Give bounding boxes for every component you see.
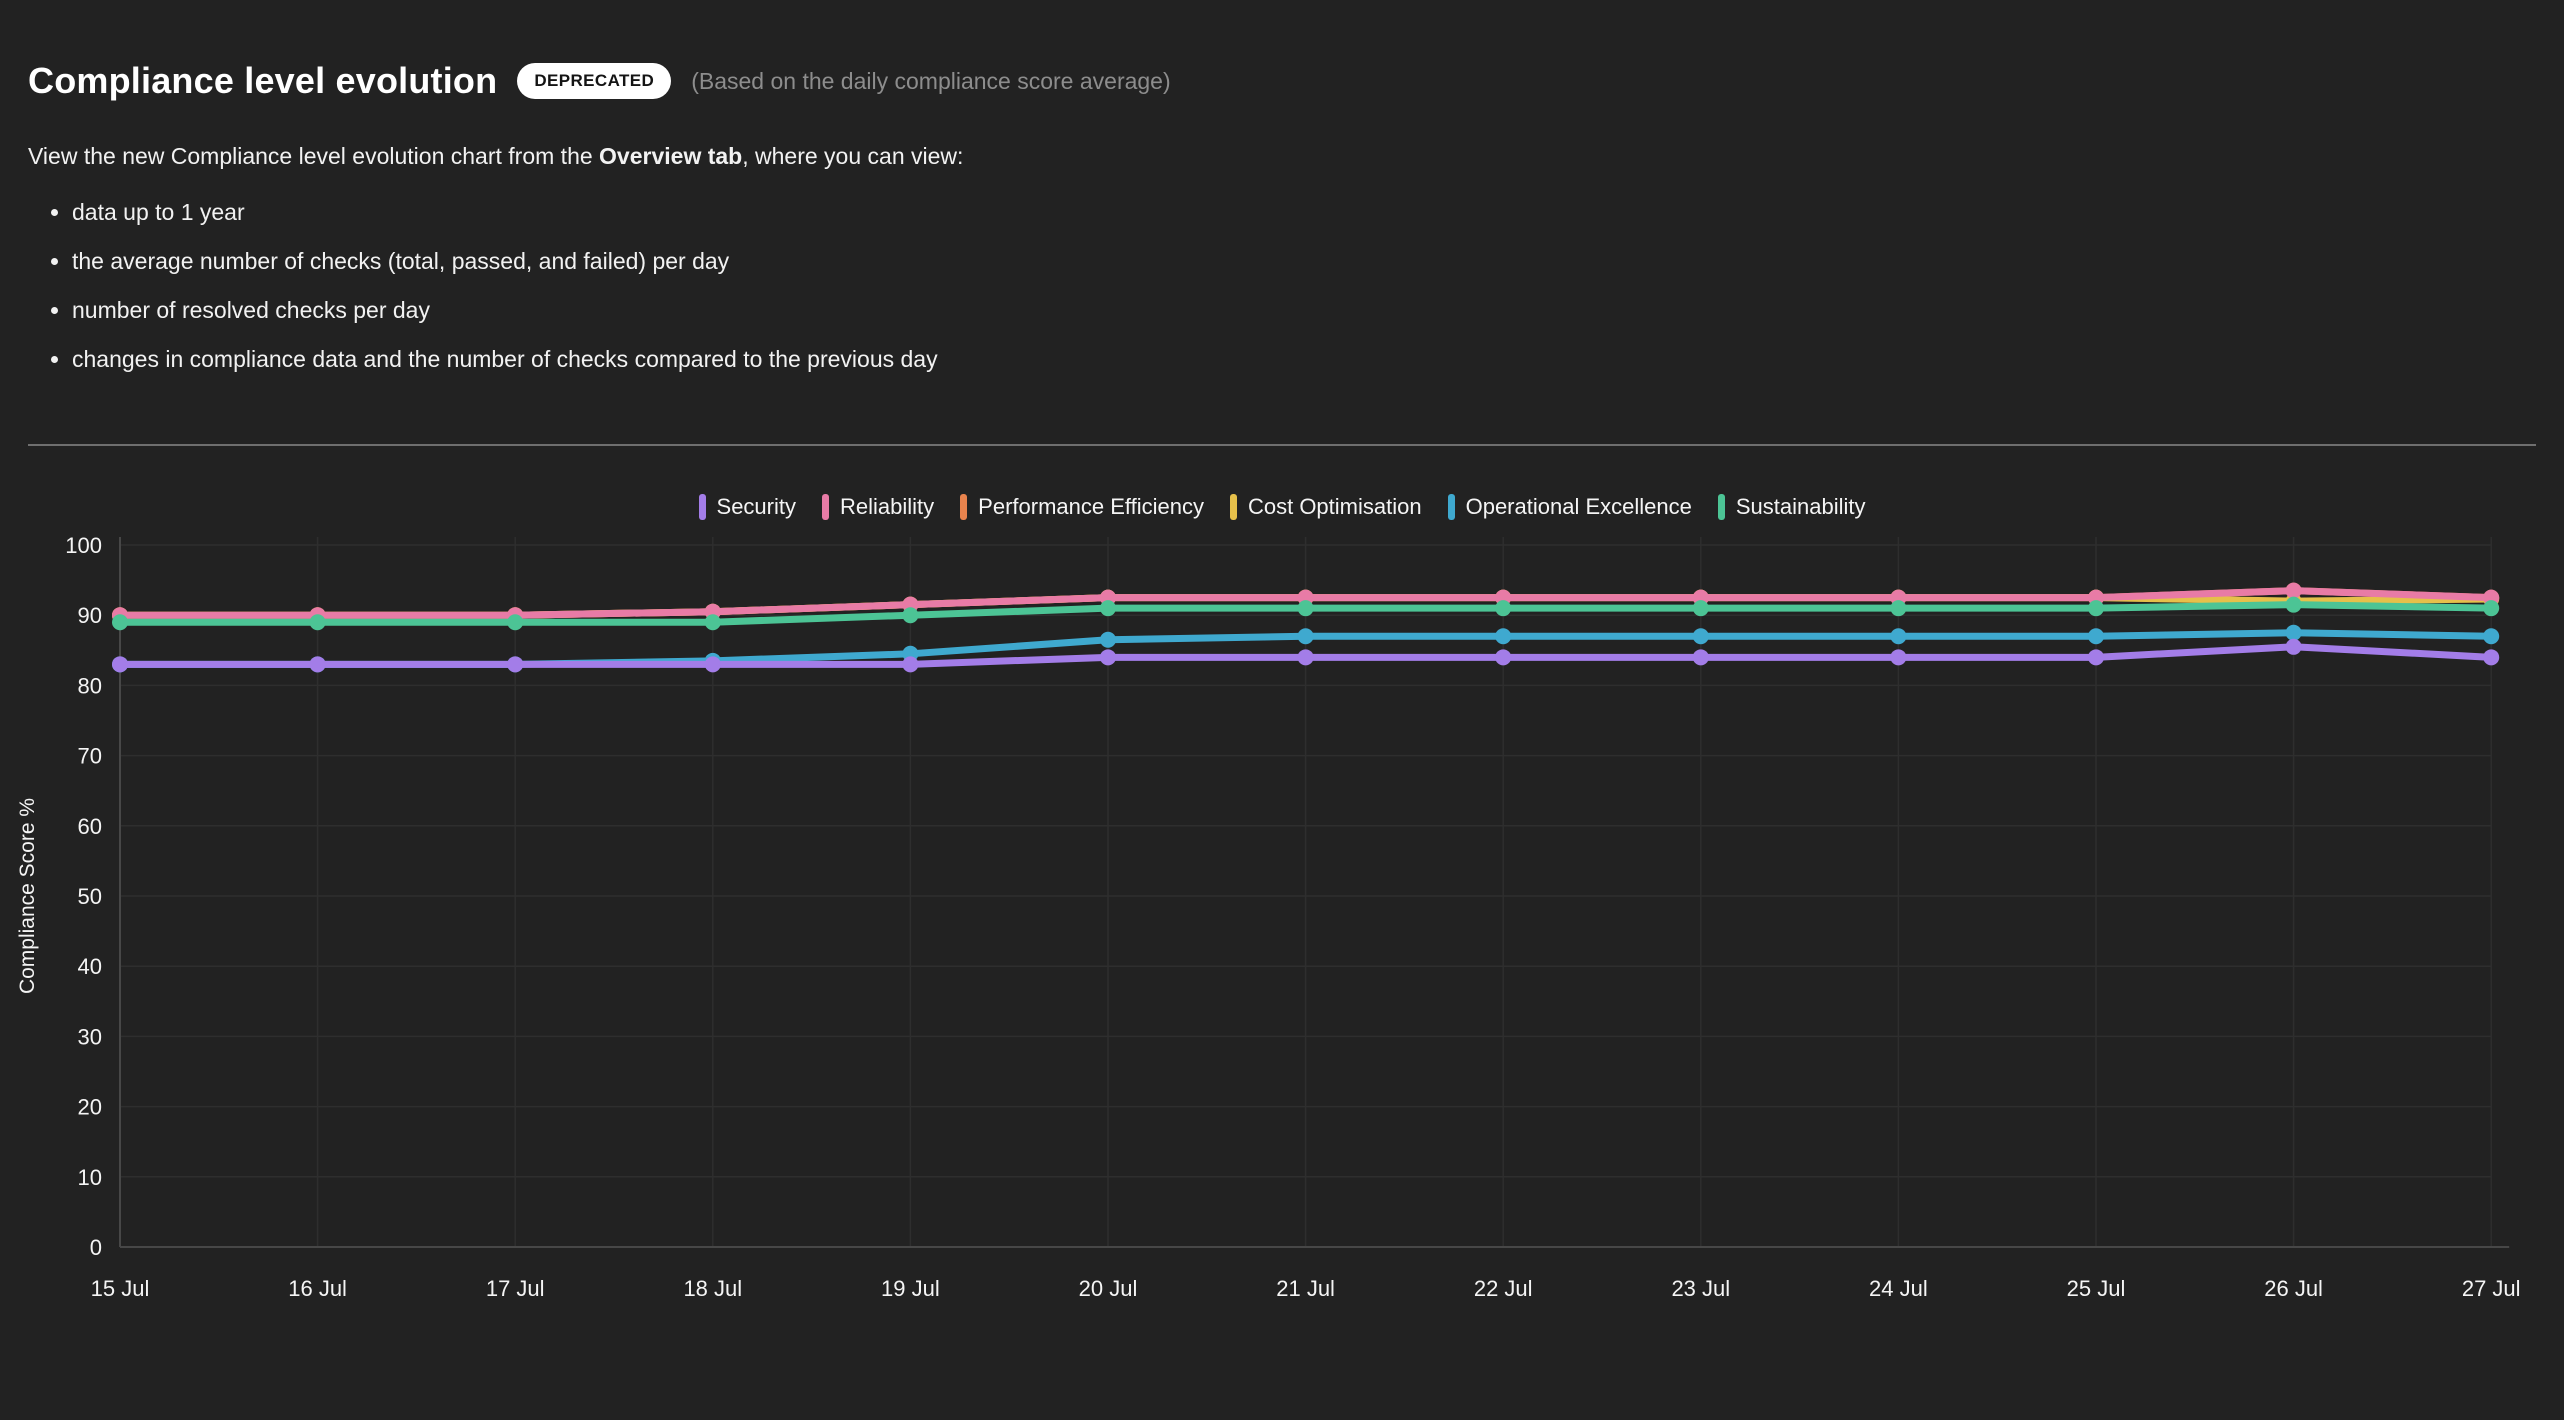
data-point-sustainability[interactable] (1100, 600, 1116, 617)
legend-swatch (1717, 494, 1725, 520)
description: View the new Compliance level evolution … (28, 143, 963, 170)
description-overview-tab: Overview tab (599, 143, 743, 169)
data-point-sustainability[interactable] (2285, 596, 2302, 613)
data-point-sustainability[interactable] (1692, 600, 1709, 617)
legend-label: Performance Efficiency (978, 494, 1204, 519)
bullet-item: the average number of checks (total, pas… (72, 245, 938, 277)
data-point-sustainability[interactable] (112, 614, 128, 631)
data-point-operational-excellence[interactable] (2088, 628, 2104, 645)
page-title: Compliance level evolution (28, 60, 498, 101)
legend-swatch (698, 494, 706, 520)
data-point-sustainability[interactable] (1890, 600, 1907, 617)
legend-label: Security (716, 494, 796, 519)
data-point-sustainability[interactable] (507, 614, 524, 631)
bullet-item: changes in compliance data and the numbe… (72, 343, 938, 375)
header: Compliance level evolution DEPRECATED (B… (28, 60, 1171, 102)
legend-label: Reliability (840, 494, 935, 519)
y-tick-label: 100 (65, 533, 102, 558)
x-tick-label: 24 Jul (1869, 1276, 1928, 1301)
description-prefix: View the new Compliance level evolution … (28, 143, 600, 169)
y-tick-label: 90 (78, 603, 102, 628)
legend-swatch (1447, 494, 1455, 520)
data-point-sustainability[interactable] (1297, 600, 1314, 617)
data-point-operational-excellence[interactable] (2285, 624, 2302, 641)
y-tick-label: 40 (78, 954, 102, 979)
y-tick-label: 50 (78, 884, 102, 909)
y-tick-label: 30 (78, 1024, 102, 1049)
y-axis-title: Compliance Score % (16, 798, 39, 994)
y-tick-label: 80 (78, 673, 102, 698)
legend-item-cost-optimisation[interactable]: Cost Optimisation (1229, 494, 1422, 520)
data-point-security[interactable] (1890, 649, 1907, 666)
data-point-security[interactable] (704, 656, 721, 673)
x-tick-label: 15 Jul (91, 1276, 150, 1301)
x-tick-label: 17 Jul (486, 1276, 545, 1301)
data-point-security[interactable] (507, 656, 524, 673)
data-point-reliability[interactable] (2285, 582, 2302, 599)
x-tick-label: 16 Jul (288, 1276, 347, 1301)
page-subtitle: (Based on the daily compliance score ave… (691, 67, 1171, 94)
data-point-security[interactable] (2088, 649, 2104, 666)
y-tick-label: 20 (78, 1095, 102, 1120)
description-suffix: , where you can view: (742, 143, 964, 169)
legend-swatch (822, 494, 829, 520)
y-tick-label: 10 (78, 1165, 102, 1190)
section-divider (28, 444, 2536, 446)
data-point-operational-excellence[interactable] (1890, 628, 1907, 645)
x-tick-label: 27 Jul (2462, 1276, 2521, 1301)
legend-item-security[interactable]: Security (698, 494, 796, 520)
data-point-sustainability[interactable] (704, 614, 721, 631)
data-point-security[interactable] (1100, 649, 1116, 666)
legend-swatch (1229, 494, 1237, 520)
x-tick-label: 18 Jul (683, 1276, 742, 1301)
data-point-operational-excellence[interactable] (1495, 628, 1512, 645)
data-point-security[interactable] (1495, 649, 1512, 666)
feature-bullet-list: data up to 1 year the average number of … (40, 196, 938, 392)
data-point-security[interactable] (1692, 649, 1709, 666)
x-tick-label: 26 Jul (2264, 1276, 2323, 1301)
data-point-sustainability[interactable] (309, 614, 326, 631)
data-point-sustainability[interactable] (902, 607, 919, 624)
x-tick-label: 20 Jul (1079, 1276, 1138, 1301)
legend-item-reliability[interactable]: Reliability (822, 494, 934, 520)
y-tick-label: 60 (78, 814, 102, 839)
bullet-item: data up to 1 year (72, 196, 938, 228)
data-point-security[interactable] (112, 656, 128, 673)
legend-item-performance-efficiency[interactable]: Performance Efficiency (960, 494, 1204, 520)
x-tick-label: 22 Jul (1474, 1276, 1533, 1301)
x-tick-label: 25 Jul (2067, 1276, 2126, 1301)
bullet-item: number of resolved checks per day (72, 294, 938, 326)
y-tick-label: 0 (90, 1235, 102, 1260)
data-point-security[interactable] (1297, 649, 1314, 666)
data-point-operational-excellence[interactable] (2483, 628, 2500, 645)
data-point-security[interactable] (2285, 638, 2302, 655)
x-tick-label: 23 Jul (1671, 1276, 1730, 1301)
data-point-operational-excellence[interactable] (1297, 628, 1314, 645)
deprecated-badge: DEPRECATED (517, 63, 672, 99)
x-tick-label: 19 Jul (881, 1276, 940, 1301)
legend-label: Cost Optimisation (1247, 494, 1422, 519)
data-point-security[interactable] (902, 656, 919, 673)
data-point-sustainability[interactable] (1495, 600, 1512, 617)
legend-item-operational-excellence[interactable]: Operational Excellence (1447, 494, 1692, 520)
legend-label: Sustainability (1735, 494, 1866, 519)
data-point-sustainability[interactable] (2483, 600, 2500, 617)
legend-item-sustainability[interactable]: Sustainability (1717, 494, 1866, 520)
data-point-security[interactable] (309, 656, 326, 673)
data-point-security[interactable] (2483, 649, 2500, 666)
data-point-sustainability[interactable] (2088, 600, 2104, 617)
legend-swatch (960, 494, 968, 520)
chart-legend: Security Reliability Performance Efficienc… (0, 494, 2564, 520)
data-point-operational-excellence[interactable] (1692, 628, 1709, 645)
legend-label: Operational Excellence (1465, 494, 1692, 519)
y-tick-label: 70 (78, 744, 102, 769)
data-point-operational-excellence[interactable] (1100, 631, 1116, 648)
x-tick-label: 21 Jul (1276, 1276, 1335, 1301)
